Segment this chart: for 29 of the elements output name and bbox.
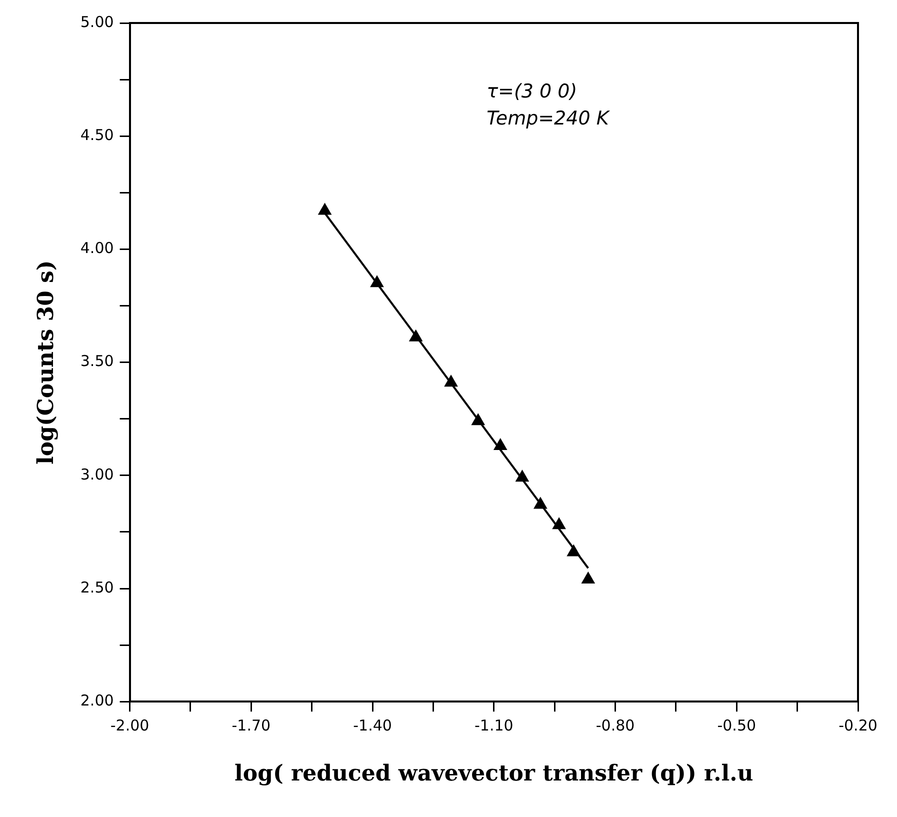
x-axis-title: log( reduced wavevector transfer (q)) r.l.u <box>234 760 754 787</box>
x-tick-label: -1.70 <box>232 716 271 734</box>
y-tick-label: 5.00 <box>80 12 114 31</box>
point <box>472 414 485 426</box>
annotation: τ=(3 0 0) <box>486 80 578 103</box>
x-tick-label: -0.50 <box>717 716 756 734</box>
point <box>494 438 507 450</box>
point <box>409 330 422 342</box>
y-tick-label: 2.50 <box>80 578 114 596</box>
annotation: Temp=240 K <box>486 108 610 130</box>
y-tick-label: 4.00 <box>80 239 114 258</box>
y-tick-label: 3.50 <box>80 352 114 370</box>
point <box>370 276 384 288</box>
y-axis-title: log(Counts 30 s) <box>32 260 59 464</box>
point <box>318 203 332 215</box>
y-tick-label: 2.00 <box>80 691 114 710</box>
x-tick-label: -1.40 <box>353 716 392 734</box>
point <box>567 544 580 556</box>
x-tick-label: -1.10 <box>474 716 514 734</box>
y-tick-label: 4.50 <box>80 126 114 144</box>
point <box>516 470 529 482</box>
x-tick-label: -0.80 <box>596 716 635 734</box>
point <box>582 572 595 584</box>
point <box>552 518 566 530</box>
point <box>534 497 547 509</box>
point <box>444 375 458 387</box>
y-tick-label: 3.00 <box>80 465 114 484</box>
x-tick-label: -2.00 <box>110 716 150 734</box>
x-tick-label: -0.20 <box>838 716 878 734</box>
